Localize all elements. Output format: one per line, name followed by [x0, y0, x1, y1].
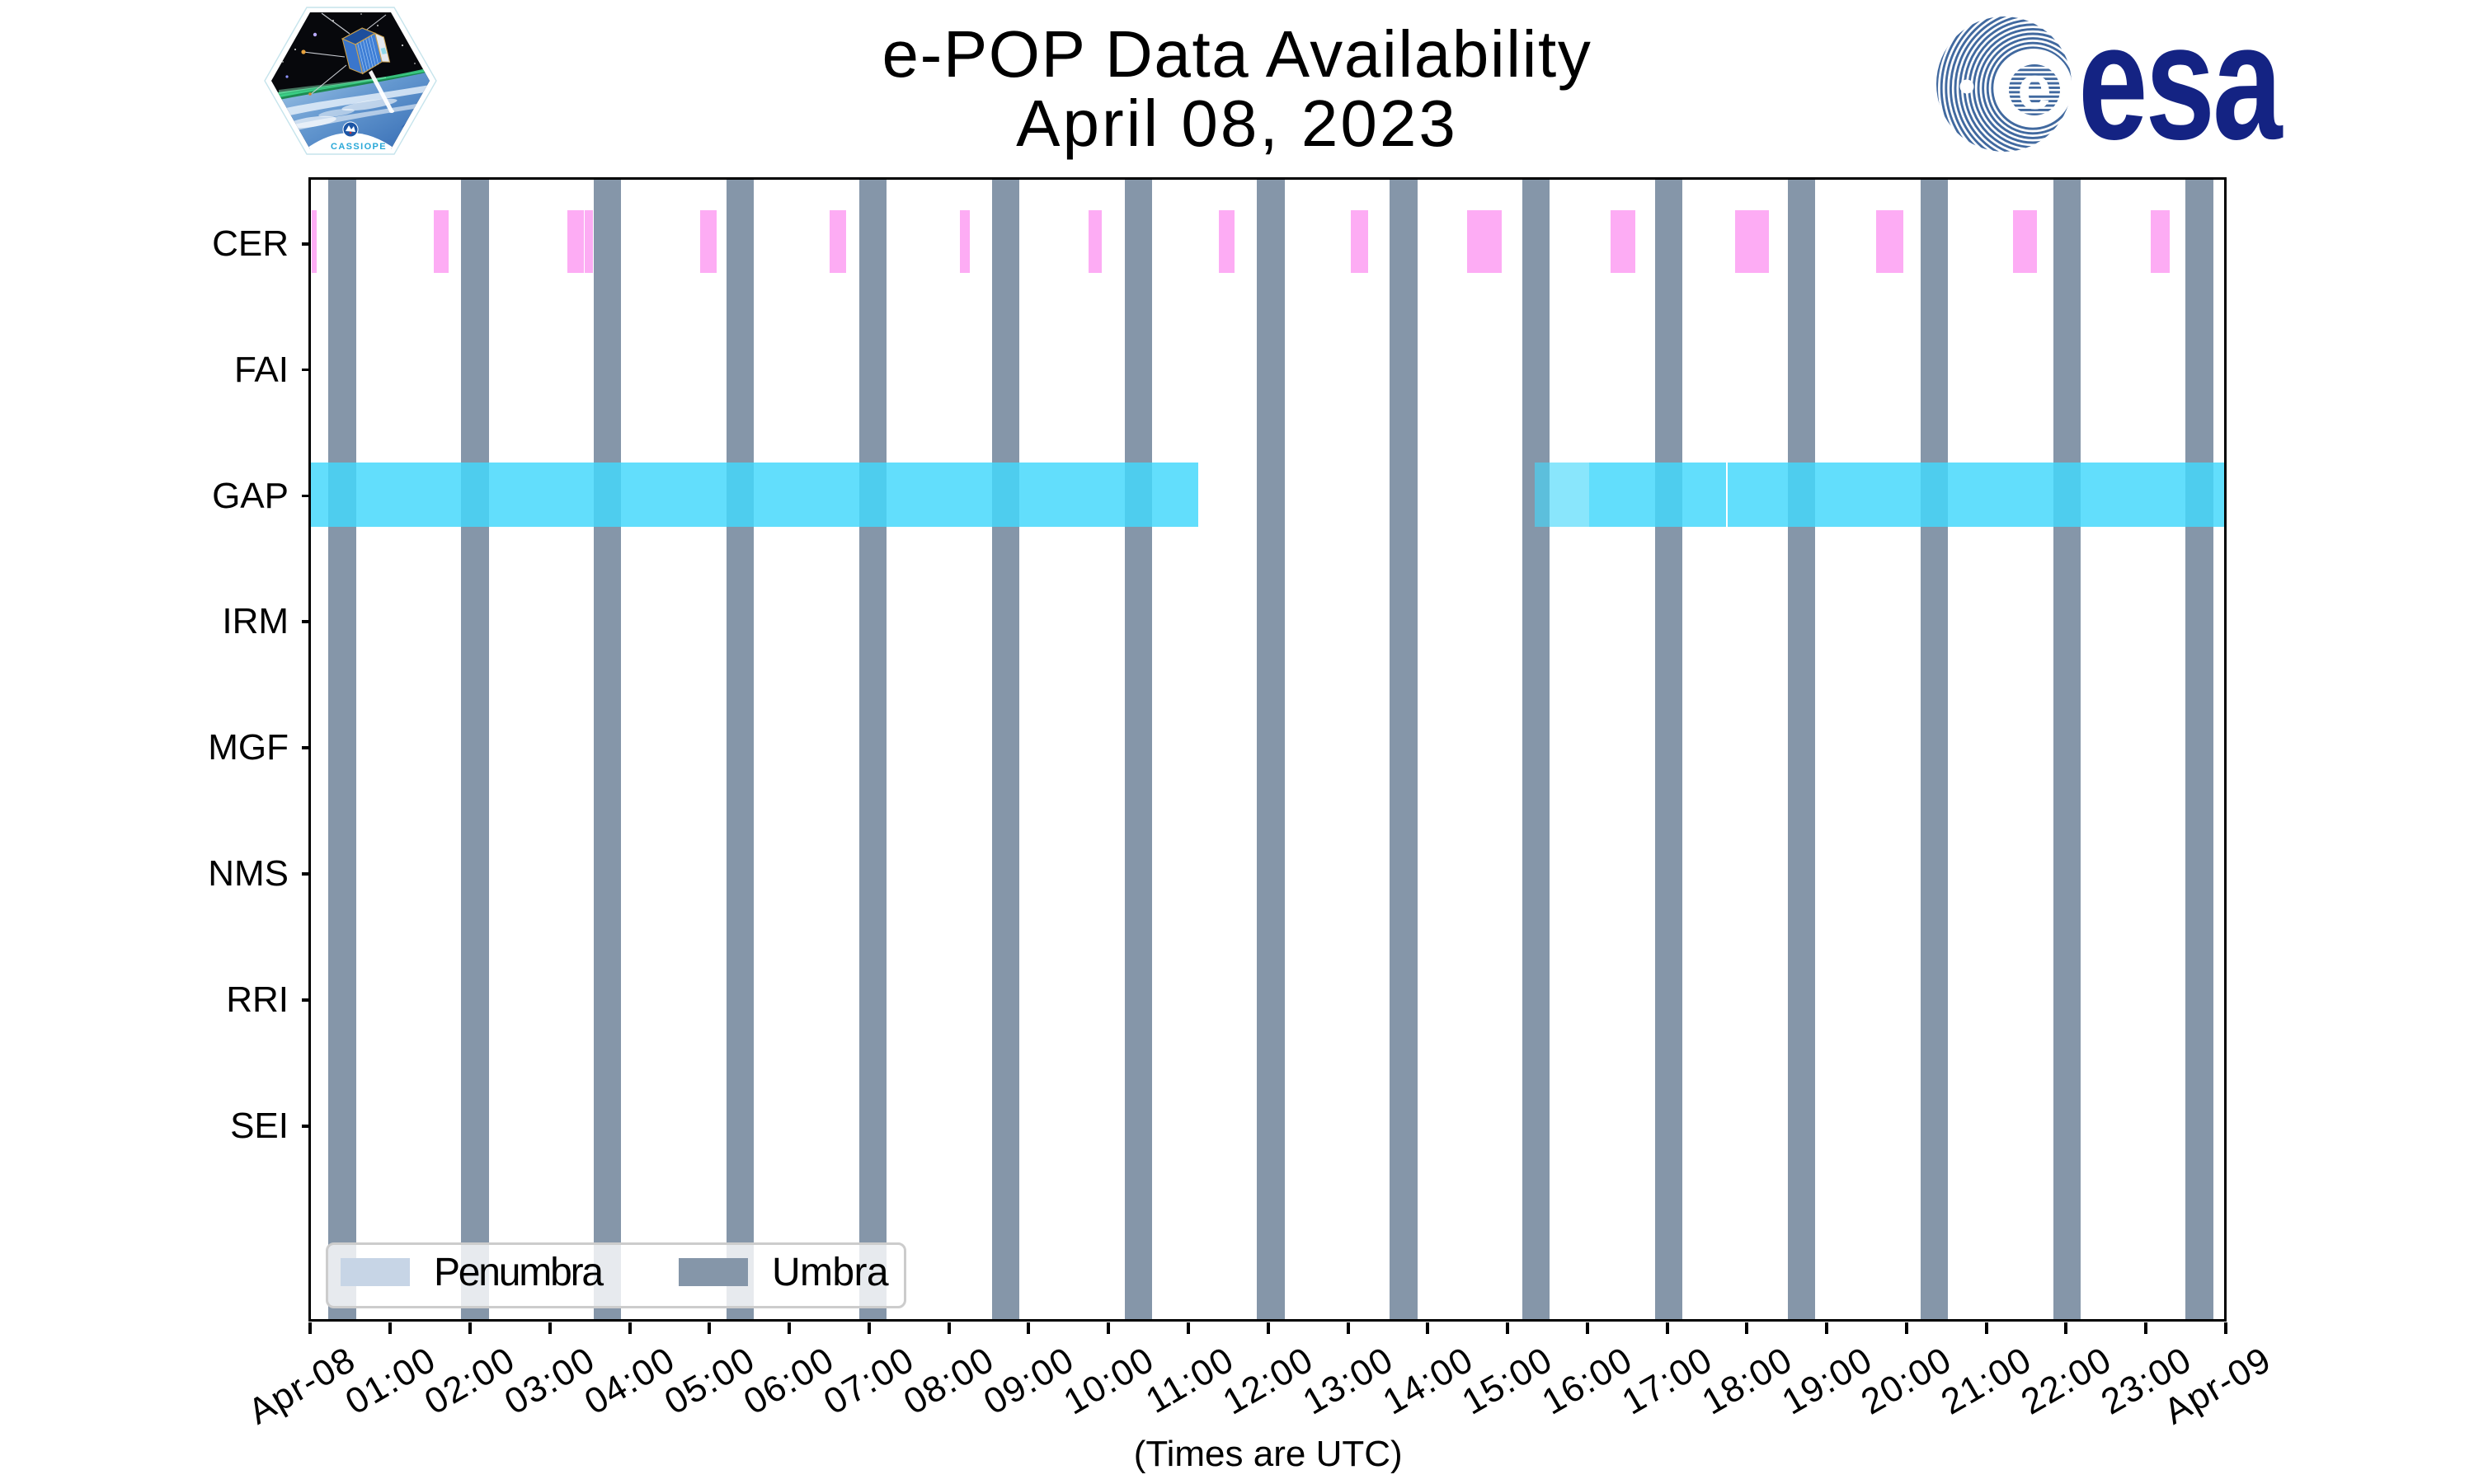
- svg-text:esa: esa: [2078, 8, 2284, 165]
- svg-text:CASSIOPE: CASSIOPE: [331, 142, 387, 152]
- svg-text:e: e: [2017, 54, 2051, 122]
